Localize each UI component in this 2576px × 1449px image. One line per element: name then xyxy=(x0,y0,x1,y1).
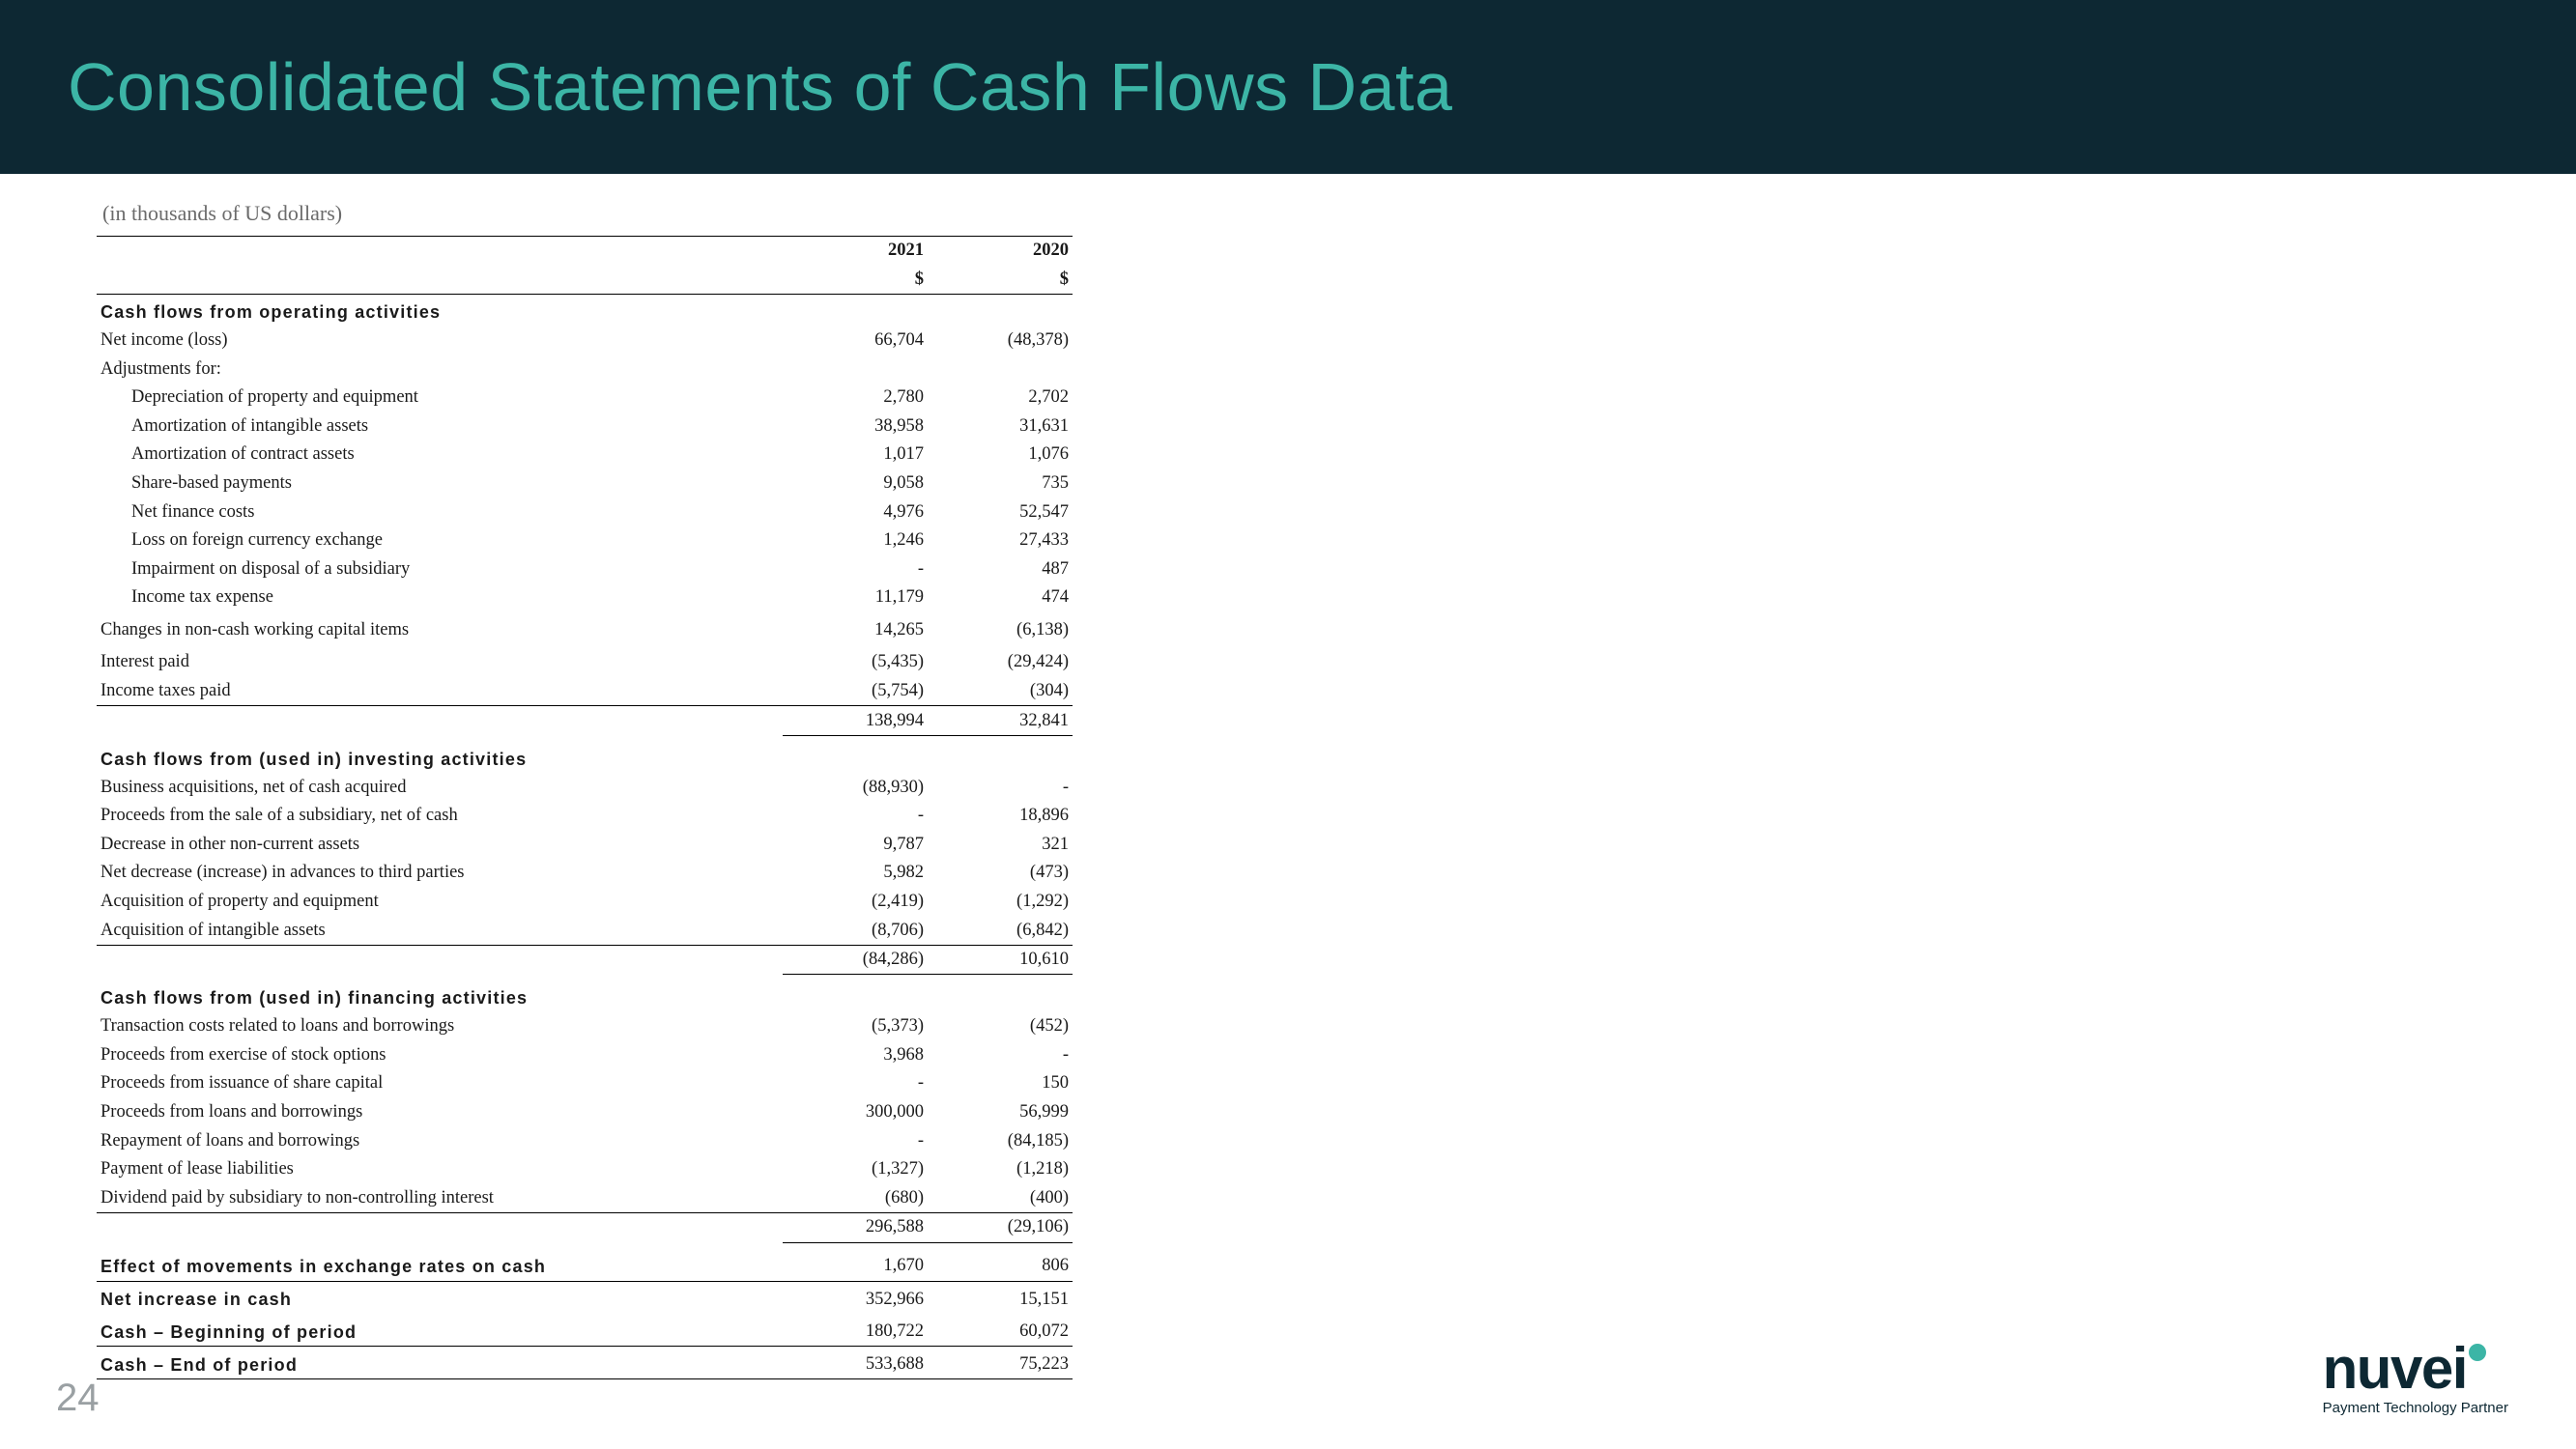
row-financing-total: 296,588(29,106) xyxy=(97,1212,1073,1242)
units-note: (in thousands of US dollars) xyxy=(102,201,1053,226)
row-interest-paid: Interest paid(5,435)(29,424) xyxy=(97,648,1073,677)
title-bar: Consolidated Statements of Cash Flows Da… xyxy=(0,0,2576,174)
row-sale-subsidiary: Proceeds from the sale of a subsidiary, … xyxy=(97,802,1073,831)
row-loans-proceeds: Proceeds from loans and borrowings300,00… xyxy=(97,1098,1073,1127)
row-impairment: Impairment on disposal of a subsidiary-4… xyxy=(97,554,1073,583)
row-decrease-nca: Decrease in other non-current assets9,78… xyxy=(97,830,1073,859)
row-business-acquisitions: Business acquisitions, net of cash acqui… xyxy=(97,773,1073,802)
section-investing: Cash flows from (used in) investing acti… xyxy=(97,745,1073,773)
row-acq-intangible: Acquisition of intangible assets(8,706)(… xyxy=(97,916,1073,945)
row-investing-total: (84,286)10,610 xyxy=(97,945,1073,975)
col-2020: 2020 xyxy=(928,237,1073,266)
row-amort-contract: Amortization of contract assets1,0171,07… xyxy=(97,440,1073,469)
row-acq-ppe: Acquisition of property and equipment(2,… xyxy=(97,888,1073,917)
row-income-taxes-paid: Income taxes paid(5,754)(304) xyxy=(97,677,1073,706)
cash-flows-table: 2021 2020 $ $ Cash flows from operating … xyxy=(97,236,1073,1379)
row-net-finance-costs: Net finance costs4,97652,547 xyxy=(97,497,1073,526)
row-advances-third-parties: Net decrease (increase) in advances to t… xyxy=(97,859,1073,888)
row-amort-intangible: Amortization of intangible assets38,9583… xyxy=(97,412,1073,440)
page-number: 24 xyxy=(56,1377,100,1420)
row-cash-end: Cash – End of period533,68875,223 xyxy=(97,1350,1073,1379)
row-fx-effect: Effect of movements in exchange rates on… xyxy=(97,1252,1073,1281)
row-exercise-options: Proceeds from exercise of stock options3… xyxy=(97,1040,1073,1069)
row-income-tax-expense: Income tax expense11,179474 xyxy=(97,583,1073,612)
header-currency: $ $ xyxy=(97,266,1073,295)
section-operating: Cash flows from operating activities xyxy=(97,298,1073,327)
row-operating-total: 138,99432,841 xyxy=(97,706,1073,736)
row-depreciation: Depreciation of property and equipment2,… xyxy=(97,384,1073,412)
row-share-based-payments: Share-based payments9,058735 xyxy=(97,469,1073,498)
row-net-increase: Net increase in cash352,96615,151 xyxy=(97,1285,1073,1314)
row-nwc-changes: Changes in non-cash working capital item… xyxy=(97,616,1073,645)
row-fx-loss: Loss on foreign currency exchange1,24627… xyxy=(97,526,1073,555)
row-transaction-costs: Transaction costs related to loans and b… xyxy=(97,1012,1073,1041)
section-financing: Cash flows from (used in) financing acti… xyxy=(97,984,1073,1012)
row-lease-liabilities: Payment of lease liabilities(1,327)(1,21… xyxy=(97,1155,1073,1184)
header-years: 2021 2020 xyxy=(97,237,1073,266)
content-area: (in thousands of US dollars) 2021 2020 $… xyxy=(0,174,1053,1379)
brand-tagline: Payment Technology Partner xyxy=(2323,1400,2508,1416)
col-2021: 2021 xyxy=(783,237,928,266)
brand-dot-icon xyxy=(2469,1344,2486,1361)
row-cash-beginning: Cash – Beginning of period180,72260,072 xyxy=(97,1318,1073,1347)
brand-logo: nuvei Payment Technology Partner xyxy=(2323,1340,2508,1416)
brand-name: nuvei xyxy=(2323,1336,2467,1401)
page-title: Consolidated Statements of Cash Flows Da… xyxy=(68,48,1452,126)
row-loans-repayment: Repayment of loans and borrowings-(84,18… xyxy=(97,1126,1073,1155)
row-net-income: Net income (loss)66,704(48,378) xyxy=(97,327,1073,355)
row-adjustments-for: Adjustments for: xyxy=(97,355,1073,384)
row-dividend-nci: Dividend paid by subsidiary to non-contr… xyxy=(97,1183,1073,1212)
row-issuance-share-capital: Proceeds from issuance of share capital-… xyxy=(97,1069,1073,1098)
